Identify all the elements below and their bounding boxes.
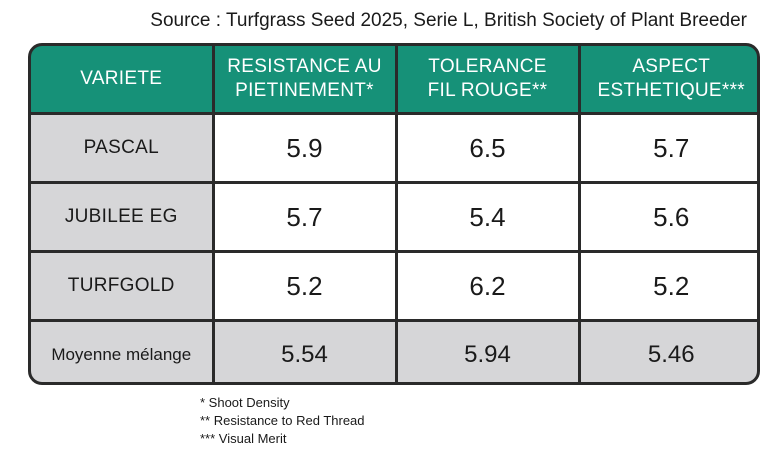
- value-cell-tolerance: 6.2: [394, 250, 581, 322]
- variety-cell: PASCAL: [31, 112, 215, 184]
- header-aspect-line-2: ESTHETIQUE***: [597, 80, 745, 101]
- header-resistance-line-2: PIETINEMENT*: [235, 80, 374, 101]
- header-tolerance-line-1: TOLERANCE: [428, 56, 547, 77]
- average-cell-tolerance: 5.94: [394, 319, 581, 382]
- header-resistance-line-1: RESISTANCE AU: [227, 56, 382, 77]
- footnote-visual-merit: *** Visual Merit: [200, 431, 287, 446]
- footnote-shoot-density: * Shoot Density: [200, 395, 290, 410]
- table-row-jubilee-eg: JUBILEE EG 5.7 5.4 5.6: [31, 181, 757, 253]
- header-tolerance-fil-rouge: TOLERANCE FIL ROUGE**: [394, 46, 581, 115]
- header-variete: VARIETE: [31, 46, 215, 115]
- footnote-red-thread: ** Resistance to Red Thread: [200, 413, 365, 428]
- header-row: VARIETE RESISTANCE AU PIETINEMENT* TOLER…: [31, 46, 757, 115]
- header-aspect-esthetique: ASPECT ESTHETIQUE***: [577, 46, 757, 115]
- value-cell-resistance: 5.7: [211, 181, 398, 253]
- footnotes: * Shoot Density ** Resistance to Red Thr…: [200, 394, 365, 448]
- average-label-cell: Moyenne mélange: [31, 319, 215, 382]
- header-tolerance-line-2: FIL ROUGE**: [427, 80, 548, 101]
- value-cell-tolerance: 5.4: [394, 181, 581, 253]
- average-cell-resistance: 5.54: [211, 319, 398, 382]
- value-cell-resistance: 5.9: [211, 112, 398, 184]
- value-cell-aspect: 5.6: [577, 181, 757, 253]
- value-cell-aspect: 5.7: [577, 112, 757, 184]
- table-row-pascal: PASCAL 5.9 6.5 5.7: [31, 112, 757, 184]
- value-cell-resistance: 5.2: [211, 250, 398, 322]
- results-table: VARIETE RESISTANCE AU PIETINEMENT* TOLER…: [31, 46, 757, 382]
- variety-cell: JUBILEE EG: [31, 181, 215, 253]
- variety-cell: TURFGOLD: [31, 250, 215, 322]
- average-cell-aspect: 5.46: [577, 319, 757, 382]
- value-cell-tolerance: 6.5: [394, 112, 581, 184]
- results-table-frame: VARIETE RESISTANCE AU PIETINEMENT* TOLER…: [28, 43, 760, 385]
- source-caption: Source : Turfgrass Seed 2025, Serie L, B…: [150, 10, 747, 31]
- header-variete-line-1: VARIETE: [80, 68, 163, 89]
- table-row-turfgold: TURFGOLD 5.2 6.2 5.2: [31, 250, 757, 322]
- table-row-average: Moyenne mélange 5.54 5.94 5.46: [31, 319, 757, 382]
- header-resistance-pietinement: RESISTANCE AU PIETINEMENT*: [211, 46, 398, 115]
- header-aspect-line-1: ASPECT: [632, 56, 711, 77]
- value-cell-aspect: 5.2: [577, 250, 757, 322]
